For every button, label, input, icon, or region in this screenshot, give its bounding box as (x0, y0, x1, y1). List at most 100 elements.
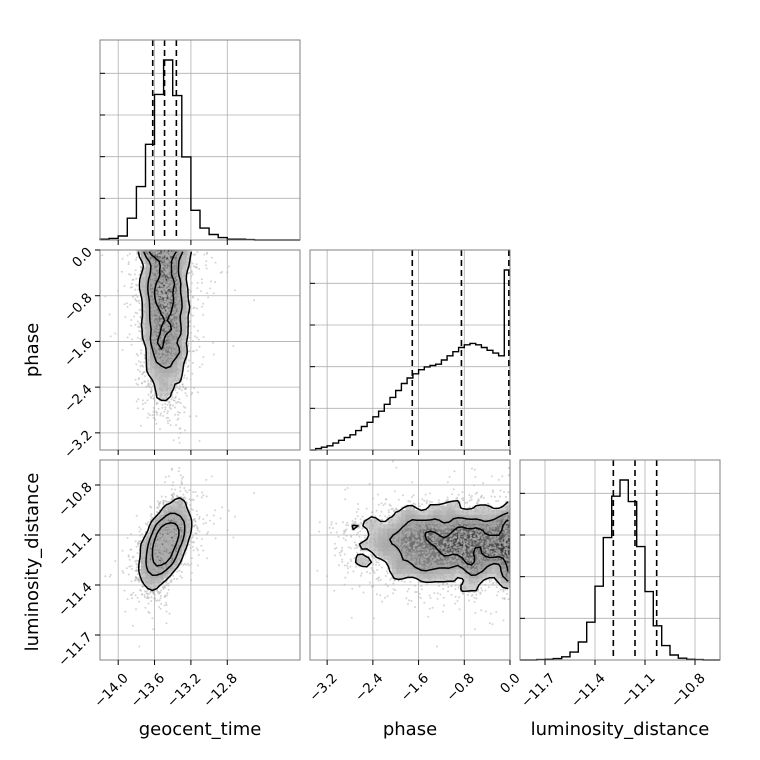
sample-point (169, 279, 172, 282)
density-cell (491, 560, 497, 565)
sample-point (163, 604, 166, 607)
sample-point (151, 262, 154, 265)
density-cell (145, 345, 151, 351)
sample-point (146, 320, 149, 323)
sample-point (137, 368, 139, 371)
sample-point (161, 406, 164, 409)
density-cell (172, 560, 178, 565)
sample-point (171, 321, 174, 324)
sample-point (130, 533, 132, 536)
sample-point (144, 267, 147, 270)
density-cell (469, 537, 474, 543)
sample-point (183, 261, 186, 263)
sample-point (144, 326, 147, 329)
sample-point (127, 261, 130, 264)
sample-point (174, 266, 177, 269)
density-cell (378, 550, 384, 556)
density-cell (360, 555, 365, 561)
density-cell (140, 254, 146, 260)
sample-point (141, 289, 144, 292)
sample-point (173, 378, 176, 381)
sample-point (175, 364, 178, 367)
sample-point (130, 580, 133, 583)
sample-point (159, 352, 162, 355)
sample-point (166, 516, 168, 519)
density-cell (177, 359, 183, 364)
sample-point (184, 307, 187, 309)
sample-point (192, 273, 194, 276)
sample-point (173, 271, 176, 274)
density-cell (437, 550, 443, 556)
density-cell (163, 318, 169, 324)
density-cell (150, 368, 155, 374)
sample-point (157, 365, 160, 368)
sample-point (142, 295, 145, 298)
density-cell (163, 277, 169, 283)
sample-point (175, 349, 178, 352)
sample-point (200, 278, 203, 281)
sample-point (146, 521, 149, 524)
density-cell (378, 523, 384, 529)
sample-point (176, 362, 179, 364)
sample-point (166, 412, 169, 415)
density-cell (140, 573, 146, 579)
sample-point (195, 537, 198, 540)
sample-point (144, 261, 147, 263)
sample-point (166, 306, 169, 309)
sample-point (170, 369, 173, 372)
sample-point (153, 280, 156, 283)
sample-point (165, 286, 168, 289)
density-cell (396, 560, 402, 565)
sample-point (160, 265, 163, 268)
density-cell (410, 505, 415, 511)
density-cell (181, 510, 187, 515)
sample-point (147, 412, 150, 415)
sample-point (155, 422, 158, 425)
sample-point (164, 357, 167, 360)
sample-point (148, 550, 151, 553)
density-cell (450, 505, 456, 511)
sample-point (219, 271, 222, 274)
sample-point (174, 334, 177, 337)
sample-point (142, 322, 145, 325)
density-cell (369, 541, 374, 547)
sample-point (141, 255, 144, 258)
sample-point (149, 356, 152, 359)
sample-point (151, 617, 154, 620)
density-cell (400, 573, 406, 579)
sample-point (146, 577, 149, 580)
sample-point (159, 306, 162, 309)
sample-point (134, 288, 137, 291)
sample-point (177, 562, 180, 565)
density-cell (428, 578, 434, 584)
sample-point (155, 306, 158, 309)
sample-point (173, 332, 176, 335)
sample-point (179, 250, 182, 253)
sample-point (147, 367, 149, 370)
density-cell (150, 354, 155, 360)
sample-point (180, 349, 183, 352)
sample-point (184, 302, 187, 305)
density-cell (140, 309, 146, 314)
sample-point (159, 338, 162, 341)
sample-point (152, 266, 154, 268)
density-cell (496, 519, 502, 524)
density-cell (473, 510, 479, 515)
sample-point (138, 302, 141, 305)
sample-point (147, 327, 150, 330)
sample-point (168, 312, 171, 314)
density-cell (414, 560, 420, 565)
sample-point (173, 289, 176, 292)
sample-point (180, 271, 183, 274)
sample-point (139, 338, 142, 340)
density-cell (473, 519, 479, 524)
density-cell (186, 304, 192, 310)
sample-point (156, 319, 159, 322)
sample-point (117, 289, 119, 292)
sample-point (186, 250, 189, 253)
sample-point (195, 336, 198, 339)
density-cell (373, 523, 379, 529)
sample-point (158, 256, 160, 259)
sample-point (176, 319, 179, 322)
sample-point (167, 334, 170, 337)
